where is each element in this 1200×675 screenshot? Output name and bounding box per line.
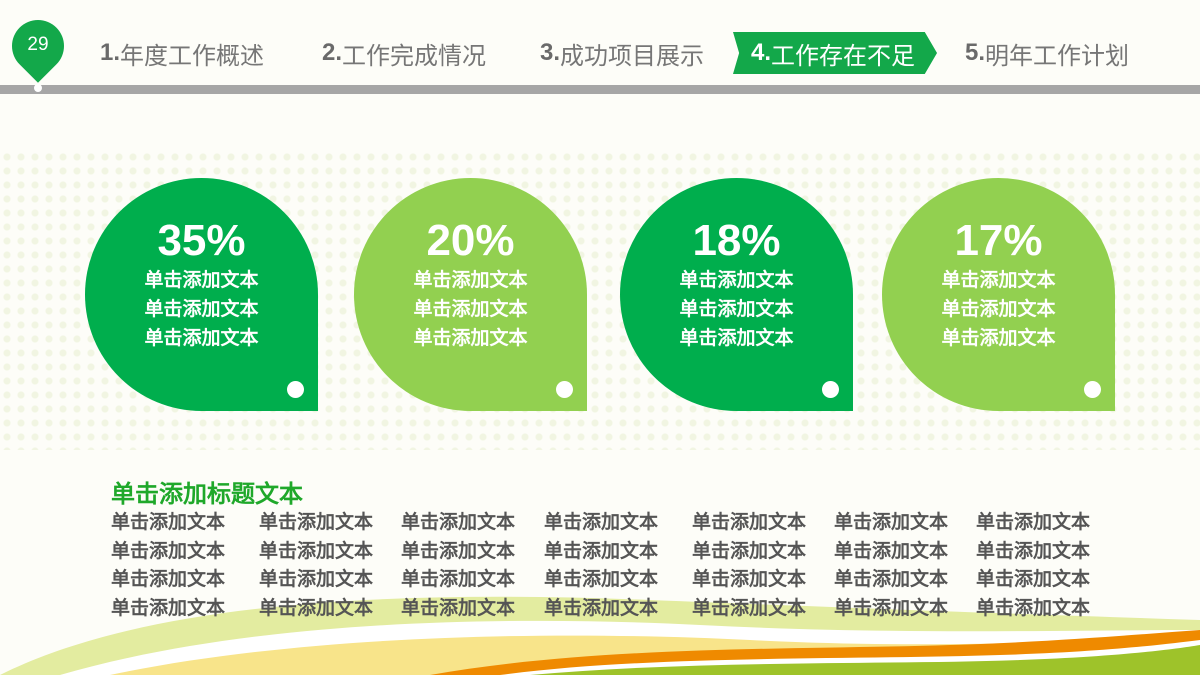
grid-text-cell: 单击添加文本	[401, 596, 516, 619]
stat-value: 18%	[692, 216, 781, 265]
grid-text-cell: 单击添加文本	[111, 596, 226, 619]
nav-label: 成功项目展示	[560, 41, 705, 70]
grid-text-cell: 单击添加文本	[544, 568, 659, 590]
grid-text-cell: 单击添加文本	[976, 511, 1091, 533]
grid-text-cell: 单击添加文本	[544, 539, 659, 562]
card-text: 单击添加文本	[413, 298, 528, 320]
grid-text-cell: 单击添加文本	[692, 596, 807, 619]
grid-text-cell: 单击添加文本	[976, 568, 1091, 590]
grid-text-cell: 单击添加文本	[834, 539, 949, 562]
card-text: 单击添加文本	[144, 269, 259, 291]
card-text: 单击添加文本	[679, 269, 794, 291]
stat-card-3: 18% 单击添加文本 单击添加文本 单击添加文本	[620, 178, 853, 411]
decorative-waves	[0, 596, 1200, 675]
nav-label: 工作完成情况	[342, 41, 487, 70]
grid-text-cell: 单击添加文本	[976, 539, 1091, 562]
grid-text-cell: 单击添加文本	[259, 511, 374, 533]
grid-text-cell: 单击添加文本	[834, 596, 949, 619]
dot-icon	[287, 381, 304, 398]
grid-text-cell: 单击添加文本	[259, 596, 374, 619]
grid-text-cell: 单击添加文本	[692, 568, 807, 590]
card-text: 单击添加文本	[144, 298, 259, 320]
grid-text-cell: 单击添加文本	[401, 539, 516, 562]
card-text: 单击添加文本	[144, 327, 259, 349]
nav-num: 2.	[322, 39, 343, 66]
header-bar	[0, 85, 1200, 94]
nav-item-5[interactable]: 5. 明年工作计划	[965, 32, 1129, 74]
grid-text-cell: 单击添加文本	[834, 511, 949, 533]
grid-text-cell: 单击添加文本	[834, 568, 949, 590]
marker-dot	[34, 84, 42, 92]
stat-card-2: 20% 单击添加文本 单击添加文本 单击添加文本	[354, 178, 587, 411]
grid-text-cell: 单击添加文本	[111, 568, 226, 590]
card-text: 单击添加文本	[679, 327, 794, 349]
nav-item-4-active[interactable]: 4. 工作存在不足	[733, 32, 938, 74]
card-text: 单击添加文本	[413, 269, 528, 291]
dot-icon	[1084, 381, 1101, 398]
grid-text-cell: 单击添加文本	[692, 539, 807, 562]
stat-value: 17%	[954, 216, 1043, 265]
nav-item-1[interactable]: 1. 年度工作概述	[100, 32, 264, 74]
stat-card-1: 35% 单击添加文本 单击添加文本 单击添加文本	[85, 178, 318, 411]
grid-text-cell: 单击添加文本	[401, 568, 516, 590]
grid-text-cell: 单击添加文本	[976, 596, 1091, 619]
nav-label: 年度工作概述	[120, 41, 265, 70]
card-text: 单击添加文本	[413, 327, 528, 349]
grid-text-cell: 单击添加文本	[692, 511, 807, 533]
nav-num: 5.	[965, 39, 986, 66]
stat-card-4: 17% 单击添加文本 单击添加文本 单击添加文本	[882, 178, 1115, 411]
dot-icon	[822, 381, 839, 398]
stat-value: 35%	[157, 216, 246, 265]
grid-text-cell: 单击添加文本	[544, 511, 659, 533]
stat-value: 20%	[426, 216, 515, 265]
grid-text-cell: 单击添加文本	[401, 511, 516, 533]
grid-text-cell: 单击添加文本	[111, 539, 226, 562]
nav-num: 3.	[540, 39, 561, 66]
nav-item-3[interactable]: 3. 成功项目展示	[540, 32, 704, 74]
dot-icon	[556, 381, 573, 398]
card-text: 单击添加文本	[679, 298, 794, 320]
nav-num: 4.	[751, 39, 772, 66]
card-text: 单击添加文本	[941, 269, 1056, 291]
nav-item-2[interactable]: 2. 工作完成情况	[322, 32, 486, 74]
nav-label: 明年工作计划	[985, 41, 1130, 70]
grid-text-cell: 单击添加文本	[111, 511, 226, 533]
grid-text-cell: 单击添加文本	[544, 596, 659, 619]
card-text: 单击添加文本	[941, 327, 1056, 349]
nav-label: 工作存在不足	[771, 41, 916, 70]
section-title: 单击添加标题文本	[111, 480, 303, 508]
slide-number: 29	[27, 34, 49, 55]
grid-text-cell: 单击添加文本	[259, 568, 374, 590]
card-text: 单击添加文本	[941, 298, 1056, 320]
text-grid: 单击添加文本 单击添加文本 单击添加文本 单击添加文本 单击添加文本 单击添加文本 单击添加…	[111, 508, 1118, 622]
grid-text-cell: 单击添加文本	[259, 539, 374, 562]
nav-num: 1.	[100, 39, 121, 66]
